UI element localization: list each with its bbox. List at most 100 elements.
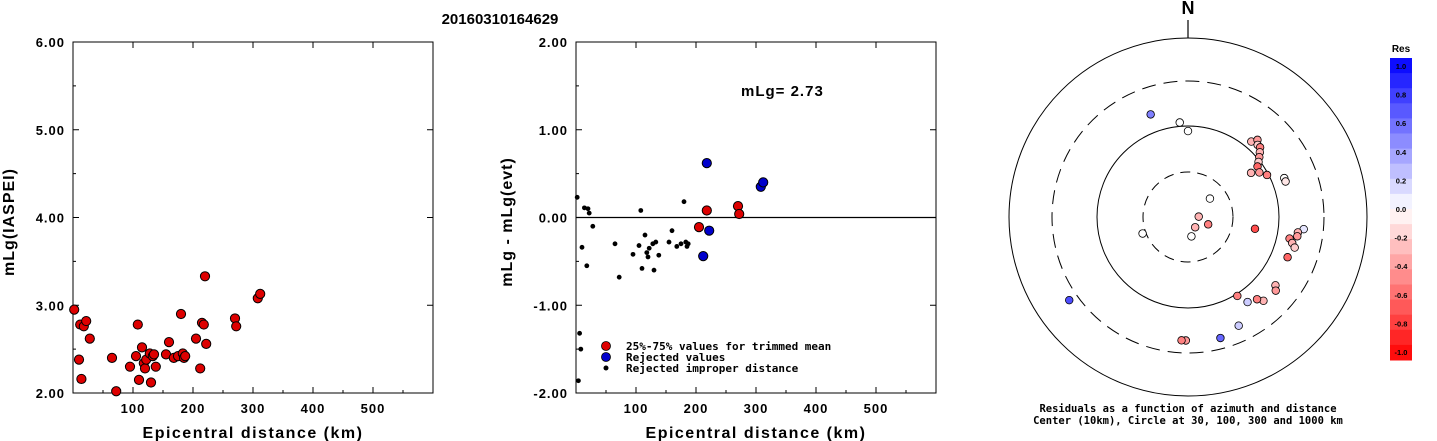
plot1-xtick-label: 100 [121, 401, 146, 416]
plot1-ytick-label: 4.00 [36, 211, 65, 226]
colorbar-title: Res [1392, 44, 1411, 55]
improper-distance-point [584, 263, 590, 269]
improper-distance-point [616, 274, 622, 280]
plot1-xtick-label: 200 [181, 401, 206, 416]
colorbar-swatch [1390, 148, 1412, 165]
plot2-xtick-label: 100 [624, 401, 649, 416]
plot1-y-label: mLg(IASPEI) [1, 168, 18, 276]
improper-distance-point [582, 205, 587, 211]
improper-distance-point [653, 239, 659, 245]
improper-distance-point [669, 228, 675, 234]
colorbar-swatch [1390, 344, 1412, 361]
improper-distance-point [578, 346, 584, 352]
plot2-points [574, 157, 769, 384]
colorbar-tick-label: -0.8 [1395, 319, 1408, 328]
improper-distance-point [577, 330, 582, 336]
data-point [132, 319, 143, 330]
colorbar-tick-label: -0.6 [1395, 291, 1408, 300]
colorbar-swatch [1390, 254, 1412, 270]
colorbar-swatch [1390, 314, 1412, 331]
data-point [111, 386, 122, 397]
legend-label-rejected: Rejected values [626, 351, 725, 364]
plot2-xtick-label: 300 [744, 401, 769, 416]
ring-1000km [1008, 37, 1368, 397]
colorbar-swatch [1390, 239, 1412, 255]
data-point [175, 308, 187, 320]
improper-distance-point [645, 254, 651, 260]
polar-station-point [1203, 220, 1213, 229]
legend-marker-trimmed [601, 341, 611, 351]
polar-station-point [1205, 194, 1215, 203]
plot1-y-ticks: 2.00 3.00 4.00 5.00 6.00 [36, 35, 433, 401]
colorbar-swatch [1390, 163, 1412, 180]
data-point [76, 373, 87, 385]
legend-label-improper: Rejected improper distance [626, 362, 799, 375]
ring-30km [1142, 171, 1234, 263]
colorbar-ticks: 1.0 0.8 0.6 0.4 0.2 0.0 -0.2 -0.4 -0.6 -0.8 -1.0 [1395, 62, 1409, 357]
improper-distance-point [674, 244, 680, 249]
colorbar-swatch [1390, 73, 1412, 89]
improper-distance-point [656, 252, 662, 258]
data-point [133, 374, 145, 385]
trimmed-mean-point [734, 208, 745, 220]
improper-distance-point [644, 250, 650, 256]
colorbar-tick-label: 0.4 [1396, 148, 1407, 157]
improper-distance-point [638, 208, 644, 213]
data-point [199, 271, 211, 282]
plot2-x-ticks: 100 200 300 400 500 [605, 42, 907, 416]
plot-residual-vs-distance: 100 200 300 400 500 -2.00 -1.00 0.00 1.00 2.00 m… [499, 35, 937, 441]
plot1-ytick-label: 6.00 [36, 35, 65, 50]
polar-caption-line1: Residuals as a function of azimuth and d… [1039, 403, 1336, 415]
plot1-points [69, 271, 266, 397]
polar-station-point [1187, 232, 1196, 241]
plot2-ytick-label: -2.00 [533, 386, 568, 401]
improper-distance-point [685, 241, 691, 247]
legend-marker-rejected [601, 352, 611, 362]
data-point [190, 333, 202, 344]
data-point [139, 363, 151, 374]
colorbar-swatch [1390, 118, 1412, 134]
improper-distance-point [639, 265, 645, 271]
plot-magnitude-vs-distance: 100 200 300 400 500 2.00 3.00 4.00 5.00 6.00 Epi… [1, 35, 434, 441]
ring-100km [1096, 125, 1280, 309]
data-point [130, 351, 142, 362]
data-point [124, 361, 136, 372]
plot1-ytick-label: 2.00 [36, 386, 65, 401]
data-point [84, 333, 95, 344]
polar-station-point [1177, 336, 1186, 345]
improper-distance-point [651, 267, 657, 273]
colorbar-tick-label: 0.0 [1396, 205, 1406, 214]
data-point [106, 352, 118, 363]
improper-distance-point [574, 194, 580, 200]
colorbar-swatch [1390, 58, 1412, 74]
rejected-point [701, 157, 712, 169]
data-point [195, 363, 206, 374]
polar-station-point [1183, 126, 1193, 136]
data-point [136, 342, 148, 353]
plot2-ytick-label: -1.00 [533, 298, 568, 313]
improper-distance-point [630, 251, 636, 257]
data-point [73, 354, 85, 365]
data-point [231, 321, 242, 332]
improper-distance-point [678, 241, 684, 247]
north-label: N [1182, 0, 1195, 18]
improper-distance-point [585, 206, 591, 212]
improper-distance-point [642, 232, 648, 238]
colorbar-swatch [1390, 269, 1412, 285]
plot1-x-label: Epicentral distance (km) [143, 425, 364, 441]
colorbar-swatch [1390, 103, 1412, 119]
improper-distance-point [636, 243, 642, 248]
plot1-ytick-label: 5.00 [36, 123, 65, 138]
colorbar-swatch [1390, 88, 1412, 104]
polar-station-point [1281, 177, 1290, 186]
polar-station-point [1234, 321, 1243, 330]
improper-distance-point [666, 239, 672, 245]
legend-marker-improper [603, 365, 609, 371]
data-point [81, 315, 92, 327]
plot2-ytick-label: 2.00 [539, 35, 568, 50]
legend-label-trimmed: 25%-75% values for trimmed mean [626, 340, 831, 353]
plot2-legend: 25%-75% values for trimmed mean Rejected… [601, 340, 831, 375]
polar-station-point [1175, 118, 1184, 127]
trimmed-mean-point [701, 205, 712, 216]
